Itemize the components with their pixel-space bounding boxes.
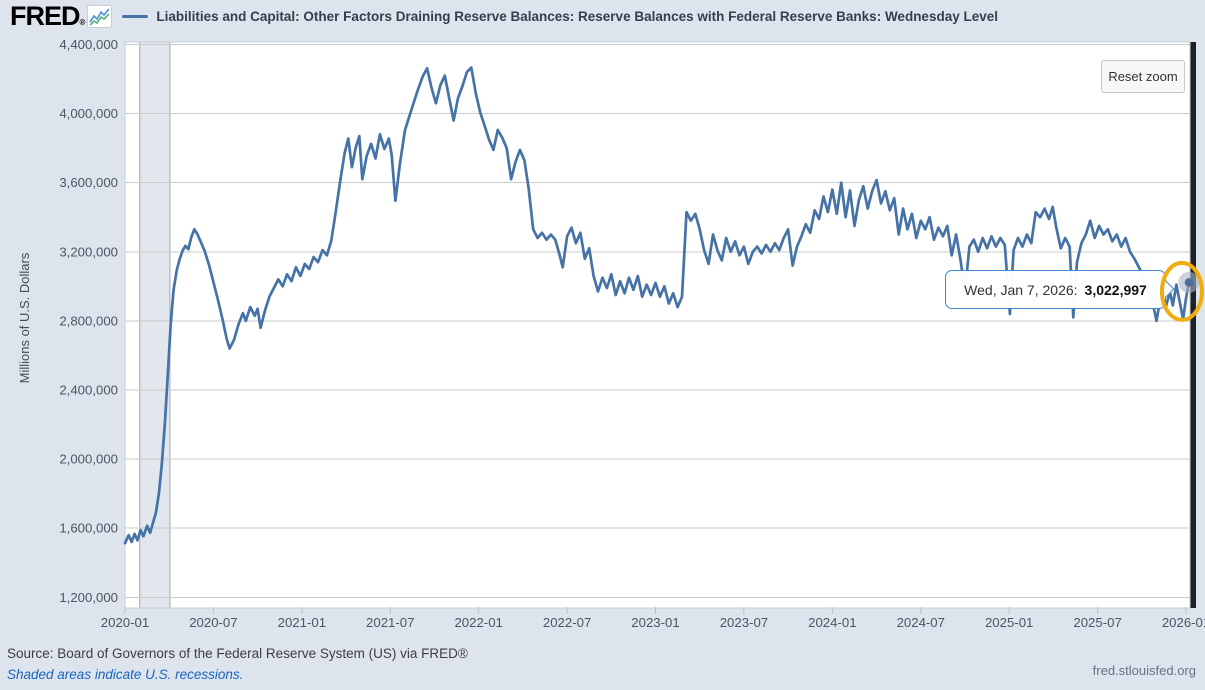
y-tick-label: 4,000,000: [59, 106, 118, 121]
fred-watermark-link[interactable]: fred.stlouisfed.org: [1092, 663, 1196, 678]
recession-band: [139, 42, 170, 608]
source-text: Source: Board of Governors of the Federa…: [7, 646, 468, 661]
x-tick-label: 2020-07: [189, 615, 237, 630]
chart-plot-area[interactable]: 1,200,000 1,600,000 2,000,000 2,400,000 2,80…: [0, 0, 1205, 645]
x-tick-label: 2022-07: [543, 615, 591, 630]
tooltip-date: Wed, Jan 7, 2026:: [964, 281, 1078, 298]
plot-background: [125, 42, 1190, 608]
y-tick-label: 2,000,000: [59, 452, 118, 467]
graph-header: FRED® Liabilities and Capital: Other Fac…: [0, 0, 1205, 32]
x-tick-label: 2021-01: [278, 615, 326, 630]
x-tick-label: 2020-01: [101, 615, 149, 630]
x-tick-label: 2025-01: [985, 615, 1033, 630]
y-tick-label: 1,600,000: [59, 521, 118, 536]
fred-chart-icon: [87, 4, 113, 28]
y-tick-label: 2,800,000: [59, 313, 118, 328]
y-tick-label: 3,200,000: [59, 244, 118, 259]
reset-zoom-button[interactable]: Reset zoom: [1101, 60, 1185, 93]
x-tick-label: 2023-07: [720, 615, 768, 630]
x-tick-label: 2024-01: [808, 615, 856, 630]
x-tick-label: 2021-07: [366, 615, 414, 630]
series-title: Liabilities and Capital: Other Factors D…: [156, 8, 998, 24]
x-tick-label: 2025-07: [1073, 615, 1121, 630]
data-tooltip: Wed, Jan 7, 2026: 3,022,997: [945, 270, 1166, 309]
y-tick-label: 2,400,000: [59, 383, 118, 398]
fred-logo: FRED®: [10, 0, 86, 31]
x-tick-label: 2022-01: [454, 615, 502, 630]
x-tick-label: 2023-01: [631, 615, 679, 630]
series-legend-marker: [122, 14, 149, 18]
y-axis-title: Millions of U.S. Dollars: [17, 252, 32, 384]
x-tick-label: 2024-07: [897, 615, 945, 630]
plot-border: [124, 41, 1191, 609]
tooltip-value: 3,022,997: [1084, 281, 1147, 298]
y-tick-label: 3,600,000: [59, 175, 118, 190]
recession-note-link[interactable]: Shaded areas indicate U.S. recessions.: [7, 667, 244, 682]
x-tick-label: 2026-01: [1162, 615, 1205, 630]
y-tick-label: 4,400,000: [59, 37, 118, 52]
y-tick-label: 1,200,000: [59, 590, 118, 605]
registered-mark: ®: [79, 17, 86, 27]
